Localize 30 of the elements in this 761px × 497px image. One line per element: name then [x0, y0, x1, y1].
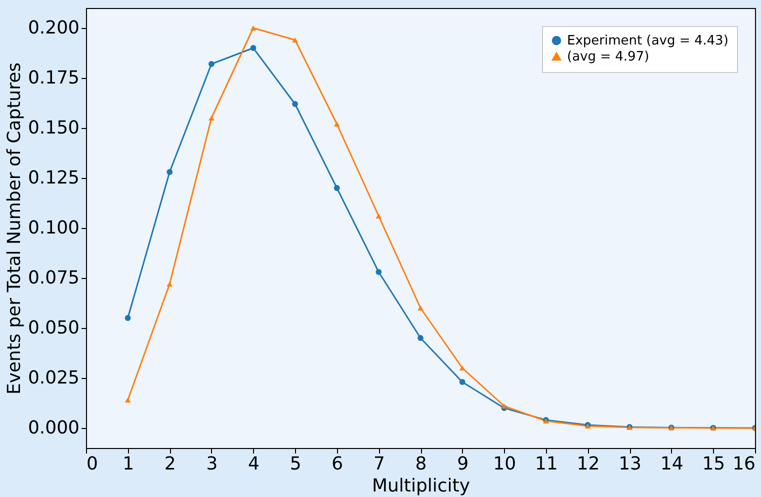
y-tick-label: 0.175 — [28, 68, 80, 88]
x-tick-label: 5 — [290, 454, 302, 474]
legend-label: (avg = 4.97) — [567, 50, 650, 64]
x-tick-label: 9 — [457, 454, 469, 474]
x-tick-label: 15 — [702, 454, 726, 474]
legend-label: Experiment (avg = 4.43) — [567, 34, 728, 48]
x-tick-label: 11 — [534, 454, 558, 474]
y-tick-label: 0.050 — [28, 318, 80, 338]
y-tick-label: 0.200 — [28, 18, 80, 38]
x-tick-label: 6 — [332, 454, 344, 474]
y-axis-title: Events per Total Number of Captures — [4, 62, 25, 395]
y-tick-label: 0.000 — [28, 418, 80, 438]
x-tick-label: 7 — [373, 454, 385, 474]
x-tick-label: 2 — [164, 454, 176, 474]
x-tick-label: 14 — [660, 454, 684, 474]
x-tick-label: 16 — [732, 454, 756, 474]
x-tick-label: 1 — [122, 454, 134, 474]
x-tick-label: 3 — [206, 454, 218, 474]
x-tick-label: 0 — [86, 454, 98, 474]
y-tick-label: 0.075 — [28, 268, 80, 288]
y-tick-label: 0.150 — [28, 118, 80, 138]
x-tick-label: 13 — [618, 454, 642, 474]
y-tick-label: 0.025 — [28, 368, 80, 388]
x-axis-title: Multiplicity — [372, 476, 470, 496]
y-tick-label: 0.125 — [28, 168, 80, 188]
y-tick-label: 0.100 — [28, 218, 80, 238]
x-tick-label: 8 — [415, 454, 427, 474]
x-tick-label: 4 — [248, 454, 260, 474]
x-tick-label: 12 — [576, 454, 600, 474]
x-tick-label: 10 — [493, 454, 516, 474]
